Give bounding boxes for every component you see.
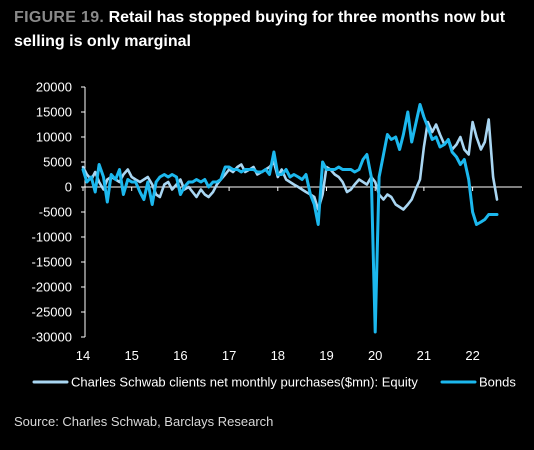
- y-tick-label: -20000: [32, 280, 72, 295]
- title-text: Retail has stopped buying for three mont…: [14, 9, 506, 50]
- y-tick-label: 15000: [36, 105, 72, 120]
- legend-label: Bonds: [479, 375, 516, 390]
- legend-item-equity: Charles Schwab clients net monthly purch…: [32, 375, 418, 390]
- y-tick-label: -30000: [32, 330, 72, 345]
- y-tick-label: -10000: [32, 230, 72, 245]
- series-line-bonds: [81, 103, 499, 334]
- x-tick-label: 17: [222, 348, 236, 363]
- figure-label: FIGURE 19.: [14, 9, 105, 26]
- x-tick-label: 22: [465, 348, 479, 363]
- y-tick-label: 20000: [36, 80, 72, 95]
- y-tick-label: 10000: [36, 130, 72, 145]
- x-tick-label: 20: [368, 348, 382, 363]
- x-tick-label: 21: [417, 348, 431, 363]
- y-tick-label: 0: [65, 180, 72, 195]
- y-tick-label: -25000: [32, 305, 72, 320]
- x-tick-label: 19: [319, 348, 333, 363]
- y-tick-label: -5000: [39, 205, 72, 220]
- chart-title: FIGURE 19. Retail has stopped buying for…: [14, 6, 524, 54]
- series-line-equity: [81, 118, 499, 211]
- x-tick-label: 18: [271, 348, 285, 363]
- x-tick-label: 16: [173, 348, 187, 363]
- y-tick-label: 5000: [43, 155, 72, 170]
- legend-label: Charles Schwab clients net monthly purch…: [71, 375, 418, 390]
- x-tick-label: 15: [124, 348, 138, 363]
- legend-item-bonds: Bonds: [440, 375, 516, 390]
- y-tick-label: -15000: [32, 255, 72, 270]
- source-note: Source: Charles Schwab, Barclays Researc…: [14, 414, 274, 429]
- x-tick-label: 14: [76, 348, 90, 363]
